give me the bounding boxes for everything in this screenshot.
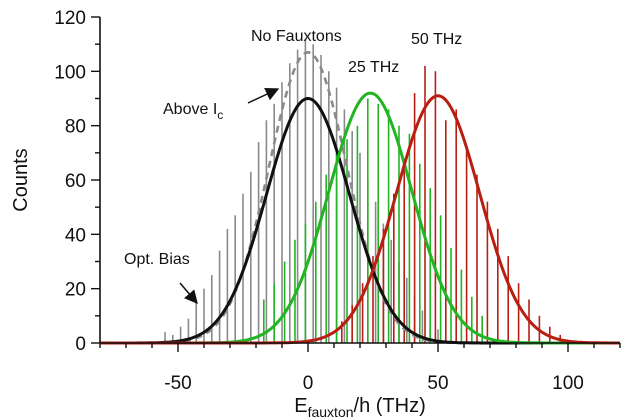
annotation-opt-bias: Opt. Bias xyxy=(124,251,190,268)
x-tick-label: -50 xyxy=(164,373,191,394)
axes: -50 0 50 100 0 20 40 60 80 100 120 xyxy=(54,8,621,394)
x-axis-title-subscript: fauxton xyxy=(308,404,354,420)
y-axis-ticks: 0 20 40 60 80 100 120 xyxy=(54,8,100,355)
x-tick-label: 0 xyxy=(303,373,314,394)
x-axis-title: Efauxton/h (THz) xyxy=(294,395,426,420)
annotation-25-thz: 25 THz xyxy=(348,59,399,76)
y-tick-label: 120 xyxy=(54,8,86,29)
annotation-above-ic-subscript: c xyxy=(217,108,223,122)
y-tick-label: 80 xyxy=(65,117,86,138)
y-tick-label: 40 xyxy=(65,225,86,246)
annotation-above-ic: Above Ic xyxy=(163,101,223,122)
x-axis-title-main: E xyxy=(294,395,307,417)
y-axis-title: Counts xyxy=(10,148,32,211)
x-axis-title-rest: /h (THz) xyxy=(354,395,426,417)
above-ic-arrow xyxy=(247,88,280,104)
opt-bias-arrow xyxy=(179,282,198,305)
x-tick-label: 100 xyxy=(552,373,584,394)
annotation-above-ic-main: Above I xyxy=(163,101,217,118)
x-tick-label: 50 xyxy=(427,373,448,394)
y-tick-label: 60 xyxy=(65,171,86,192)
annotation-50-thz: 50 THz xyxy=(411,31,462,48)
histogram-layer xyxy=(164,38,562,343)
y-tick-label: 20 xyxy=(65,280,86,301)
annotation-no-fauxtons: No Fauxtons xyxy=(251,28,342,45)
x-axis-ticks: -50 0 50 100 xyxy=(99,343,621,394)
y-tick-label: 100 xyxy=(54,62,86,83)
y-tick-label: 0 xyxy=(75,334,86,355)
